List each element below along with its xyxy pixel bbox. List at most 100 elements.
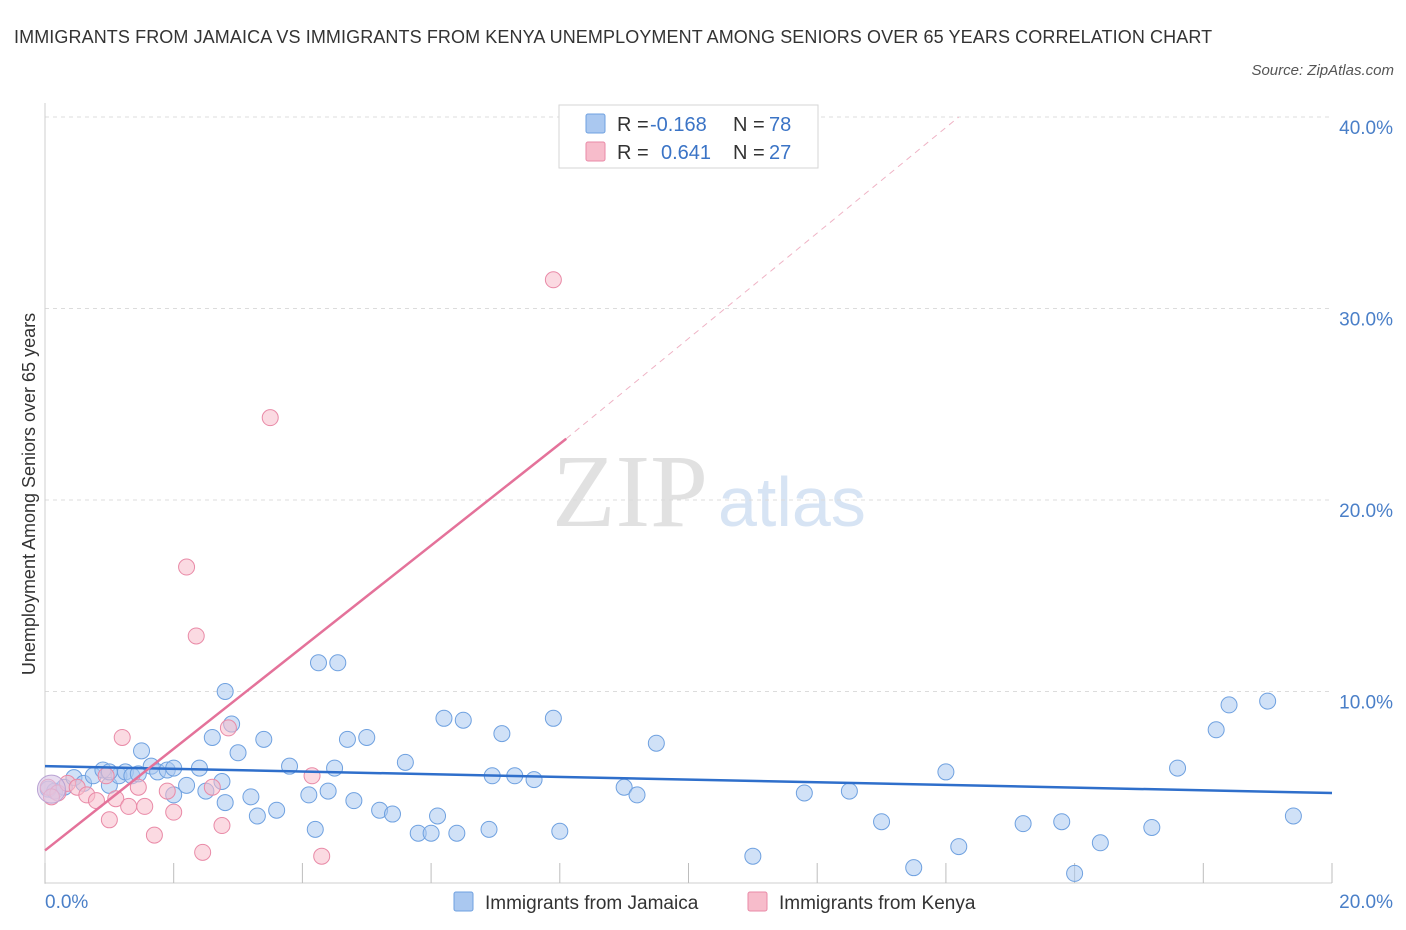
stats-r-label-jamaica: R = xyxy=(617,114,649,136)
point-kenya-17 xyxy=(194,843,212,861)
trend-lines xyxy=(44,116,1333,852)
point-jamaica-66 xyxy=(1284,807,1302,825)
point-kenya-13 xyxy=(158,782,176,800)
point-jamaica-56 xyxy=(950,838,968,856)
point-kenya-8 xyxy=(113,728,131,746)
point-jamaica-62 xyxy=(1169,759,1187,777)
point-kenya-25 xyxy=(100,811,118,829)
point-kenya-19 xyxy=(213,817,231,835)
point-jamaica-12 xyxy=(133,742,151,760)
point-kenya-16 xyxy=(187,627,205,645)
x-ticks xyxy=(44,863,1333,883)
watermark-zip: ZIP xyxy=(552,434,708,549)
x-tick-labels: 0.0% 20.0% xyxy=(45,892,1393,913)
trend-line-1 xyxy=(44,437,568,852)
point-jamaica-53 xyxy=(873,813,891,831)
point-jamaica-42 xyxy=(480,820,498,838)
x-tick-label-0: 0.0% xyxy=(45,892,88,913)
point-jamaica-23 xyxy=(229,744,247,762)
source-label: Source: ZipAtlas.com xyxy=(1251,62,1394,79)
legend-label-jamaica: Immigrants from Jamaica xyxy=(485,893,699,914)
point-jamaica-60 xyxy=(1091,834,1109,852)
point-jamaica-57 xyxy=(1014,815,1032,833)
point-kenya-6 xyxy=(97,767,115,785)
point-jamaica-25 xyxy=(255,730,273,748)
chart-title: IMMIGRANTS FROM JAMAICA VS IMMIGRANTS FR… xyxy=(14,27,1213,47)
point-jamaica-61 xyxy=(1143,818,1161,836)
point-jamaica-70 xyxy=(429,807,447,825)
point-jamaica-54 xyxy=(905,859,923,877)
point-kenya-12 xyxy=(145,826,163,844)
point-jamaica-65 xyxy=(1259,692,1277,710)
point-jamaica-21 xyxy=(216,794,234,812)
point-jamaica-51 xyxy=(744,847,762,865)
point-jamaica-64 xyxy=(1220,696,1238,714)
point-jamaica-24 xyxy=(242,788,260,806)
point-jamaica-44 xyxy=(493,725,511,743)
y-tick-label-20: 20.0% xyxy=(1339,501,1393,522)
point-jamaica-33 xyxy=(345,792,363,810)
point-jamaica-40 xyxy=(435,709,453,727)
point-kenya-18 xyxy=(203,778,221,796)
point-jamaica-52 xyxy=(795,784,813,802)
point-kenya-23 xyxy=(313,847,331,865)
point-jamaica-41 xyxy=(454,711,472,729)
point-jamaica-31 xyxy=(326,759,344,777)
point-jamaica-46 xyxy=(525,771,543,789)
point-cluster-origin xyxy=(36,774,66,804)
legend: Immigrants from Jamaica Immigrants from … xyxy=(453,891,976,914)
point-jamaica-30 xyxy=(319,782,337,800)
point-jamaica-26 xyxy=(268,801,286,819)
point-jamaica-58 xyxy=(1053,813,1071,831)
stats-r-value-jamaica: -0.168 xyxy=(650,114,707,136)
point-jamaica-17 xyxy=(178,776,196,794)
point-jamaica-75 xyxy=(216,683,234,700)
point-jamaica-67 xyxy=(840,782,858,800)
point-jamaica-77 xyxy=(628,786,646,804)
stats-r-value-kenya: 0.641 xyxy=(661,142,711,164)
trend-line-2 xyxy=(565,116,960,440)
stats-box: R = -0.168 N = 78 R = 0.641 N = 27 xyxy=(558,104,819,169)
point-jamaica-73 xyxy=(329,654,347,672)
point-jamaica-20 xyxy=(203,728,221,746)
point-jamaica-32 xyxy=(338,730,356,748)
stats-n-value-kenya: 27 xyxy=(769,142,791,164)
point-jamaica-37 xyxy=(396,753,414,771)
y-tick-label-10: 10.0% xyxy=(1339,693,1393,714)
stats-n-label-jamaica: N = xyxy=(733,114,765,136)
legend-label-kenya: Immigrants from Kenya xyxy=(779,893,976,914)
point-kenya-15 xyxy=(178,558,196,576)
point-jamaica-48 xyxy=(551,822,569,840)
stats-n-value-jamaica: 78 xyxy=(769,114,791,136)
point-kenya-22 xyxy=(303,767,321,785)
legend-swatch-kenya xyxy=(747,891,768,912)
stats-n-label-kenya: N = xyxy=(733,142,765,164)
point-kenya-21 xyxy=(261,409,279,427)
point-kenya-10 xyxy=(129,778,147,796)
legend-swatch-jamaica xyxy=(453,891,474,912)
point-jamaica-36 xyxy=(383,805,401,823)
y-tick-label-30: 30.0% xyxy=(1339,310,1393,331)
trend-line-0 xyxy=(44,764,1333,795)
point-jamaica-34 xyxy=(358,728,376,746)
watermark-atlas: atlas xyxy=(718,463,866,541)
y-axis-label: Unemployment Among Seniors over 65 years xyxy=(19,313,39,675)
stats-r-label-kenya: R = xyxy=(617,142,649,164)
x-tick-label-20: 20.0% xyxy=(1339,892,1393,913)
point-jamaica-76 xyxy=(448,824,466,842)
point-kenya-20 xyxy=(219,719,237,737)
point-jamaica-59 xyxy=(1066,864,1084,882)
y-tick-label-40: 40.0% xyxy=(1339,118,1393,139)
point-jamaica-47 xyxy=(544,709,562,727)
point-kenya-9 xyxy=(120,797,138,815)
stats-swatch-kenya xyxy=(585,141,606,162)
point-kenya-7 xyxy=(107,790,125,808)
point-kenya-14 xyxy=(165,803,183,821)
point-kenya-24 xyxy=(544,271,562,289)
point-jamaica-28 xyxy=(300,786,318,804)
point-jamaica-50 xyxy=(647,734,665,752)
point-kenya-11 xyxy=(136,797,154,815)
point-jamaica-55 xyxy=(937,763,955,781)
y-tick-labels: 10.0% 20.0% 30.0% 40.0% xyxy=(1339,118,1393,714)
